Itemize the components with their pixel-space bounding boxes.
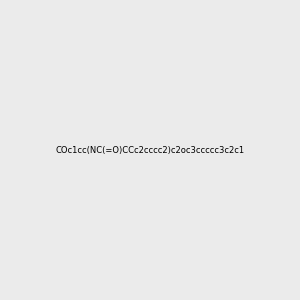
Text: COc1cc(NC(=O)CCc2cccc2)c2oc3ccccc3c2c1: COc1cc(NC(=O)CCc2cccc2)c2oc3ccccc3c2c1 bbox=[56, 146, 244, 154]
